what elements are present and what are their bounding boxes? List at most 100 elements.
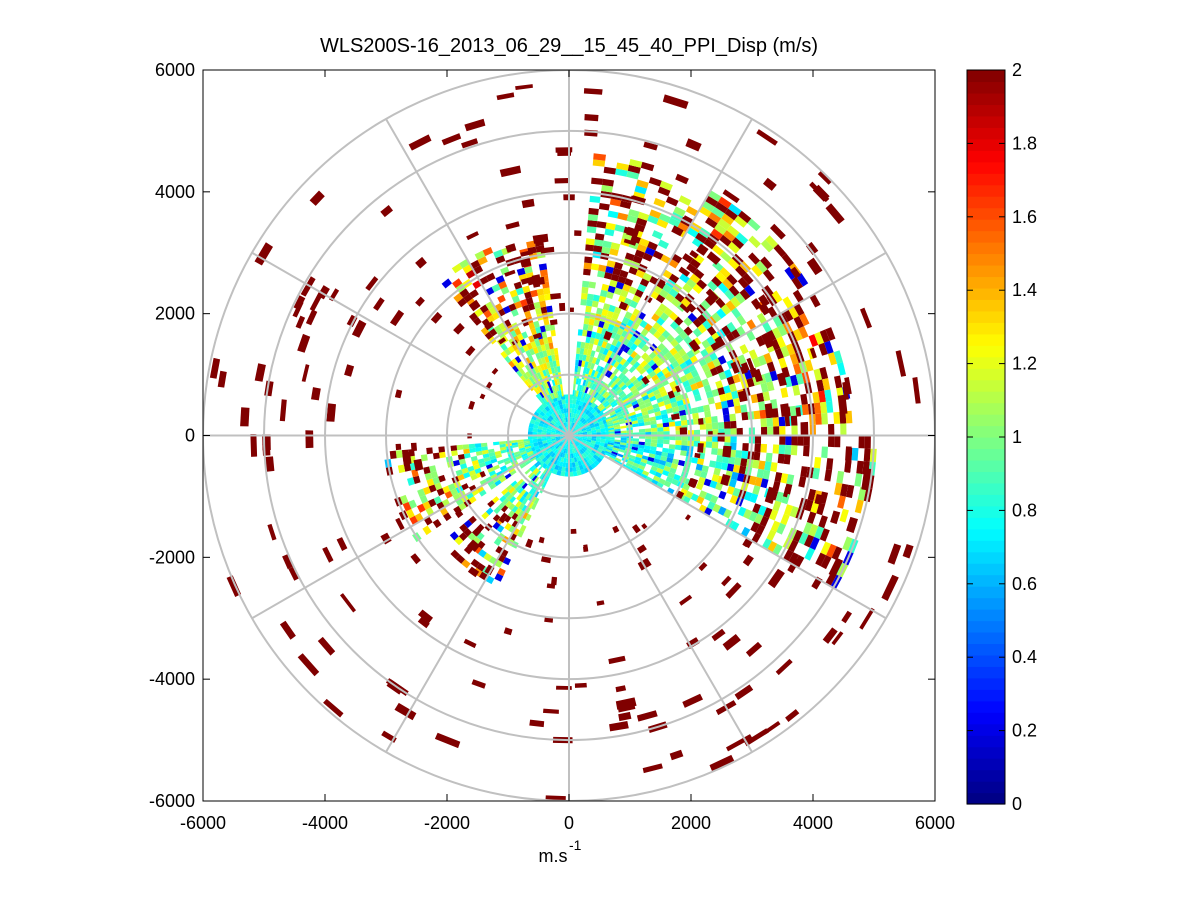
data-cell [505,484,513,492]
data-cell [649,209,662,219]
data-cell [461,559,471,569]
data-cell [735,232,749,245]
data-cell [582,431,588,435]
data-cell [594,422,600,427]
data-cell [594,233,605,241]
data-cell [542,424,549,429]
data-cell [587,324,594,332]
data-cell [618,418,625,423]
data-cell [773,244,787,258]
colorbar-segment [967,689,1005,702]
data-cell [830,510,841,525]
colorbar-segment [967,345,1005,358]
data-cell [814,526,825,540]
data-cell [514,453,522,458]
data-cell [580,468,586,475]
data-cell [471,459,479,466]
data-cell [589,337,596,345]
data-cell [640,391,648,398]
data-cell [547,394,553,401]
data-cell [582,438,587,442]
data-cell [665,476,674,484]
data-cell [612,267,622,276]
data-cell [491,496,500,504]
data-cell [724,428,731,436]
colorbar-segment [967,563,1005,576]
data-cell [678,195,692,206]
data-cell [726,463,735,472]
data-cell [583,546,589,552]
data-cell [563,417,567,423]
data-cell [653,197,666,208]
x-tick-label: -6000 [180,813,226,833]
data-cell [515,84,533,90]
data-cell [674,292,685,303]
data-cell [468,484,477,492]
data-cell [656,443,664,448]
data-cell [762,269,775,282]
data-cell [528,376,535,384]
data-cell [415,256,427,269]
data-cell [614,431,621,434]
data-cell [517,487,524,494]
data-cell [467,566,480,578]
data-cell [627,164,641,174]
data-cell [602,391,609,398]
colorbar-segment [967,551,1005,564]
data-cell [666,487,675,495]
data-cell [828,423,835,436]
data-cell [669,347,678,356]
data-cell [519,480,526,488]
data-cell [789,353,799,365]
data-cell [592,446,599,452]
data-cell [694,452,701,459]
data-cell [607,396,614,403]
data-cell [618,301,628,311]
data-cell [610,381,617,389]
data-cell [693,418,700,425]
data-cell [620,384,628,391]
data-cell [504,522,512,531]
data-cell [712,429,719,436]
data-cell [535,307,542,315]
data-cell [667,453,675,459]
colorbar-segment [967,138,1005,151]
data-cell [709,754,735,772]
data-cell [544,382,550,389]
data-cell [788,306,799,319]
data-cell [577,460,582,466]
data-cell [686,349,695,359]
data-cell [632,294,641,304]
data-cell [798,476,807,488]
data-cell [539,370,545,378]
data-cell [504,348,512,356]
data-cell [524,468,531,475]
data-cell [661,379,670,387]
data-cell [539,391,545,399]
colorbar-segment [967,81,1005,94]
data-cell [498,337,507,345]
colorbar-segment [967,184,1005,197]
data-cell [689,273,701,284]
data-cell [620,289,629,298]
data-cell [754,443,761,453]
data-cell [584,114,599,122]
data-cell [300,276,316,297]
data-cell [604,369,610,377]
data-cell [742,443,749,452]
data-cell [499,495,507,503]
data-cell [854,499,864,514]
colorbar-segment [967,287,1005,300]
data-cell [560,436,565,439]
data-cell [726,485,735,495]
data-cell [802,522,813,535]
data-cell [831,546,843,561]
data-cell [670,463,678,470]
data-cell [831,631,844,646]
data-cell [532,427,538,433]
data-cell [572,438,576,443]
data-cell [636,397,644,404]
data-cell [712,358,721,368]
data-cell [518,510,525,518]
data-cell [514,327,522,336]
